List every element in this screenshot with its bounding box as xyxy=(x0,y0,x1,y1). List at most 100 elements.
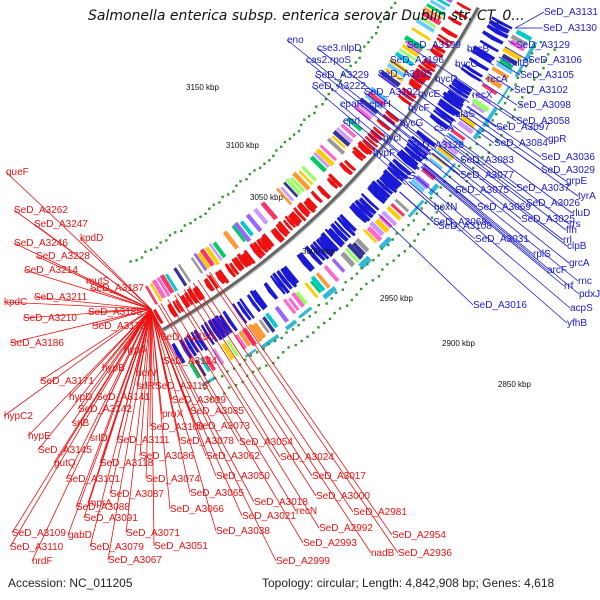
forward-cog-ring-feature[interactable] xyxy=(351,241,366,257)
forward-gene-label[interactable]: rrs xyxy=(569,219,581,230)
reverse-cog-ring-feature[interactable] xyxy=(298,170,314,186)
rna-ring-feature[interactable] xyxy=(358,255,373,270)
reverse-cog-ring-feature[interactable] xyxy=(394,51,414,67)
reverse-cds-ring-feature[interactable] xyxy=(208,274,220,289)
reverse-gene-label[interactable]: SeD_A3038 xyxy=(216,526,270,537)
reverse-gene-label[interactable]: gutQ xyxy=(54,458,76,469)
reverse-gene-label[interactable]: SeD_A3150 xyxy=(160,332,214,343)
forward-cds-ring-feature[interactable] xyxy=(239,298,255,319)
forward-cog-ring-feature[interactable] xyxy=(498,58,514,70)
forward-gene-label[interactable]: SeD_A3037 xyxy=(516,183,570,194)
forward-gene-label[interactable]: SeD_A3222 xyxy=(312,81,366,92)
forward-gene-label[interactable]: mltB xyxy=(509,58,529,69)
reverse-cds-ring-feature[interactable] xyxy=(454,10,468,20)
forward-gene-label[interactable]: SeD_A3068 xyxy=(433,217,487,228)
reverse-cds-ring-feature[interactable] xyxy=(456,1,472,12)
forward-gene-label[interactable]: SeD_A3128 xyxy=(410,140,464,151)
forward-cog-ring-feature[interactable] xyxy=(304,282,319,299)
forward-gene-label[interactable]: cas2.rpoS xyxy=(306,55,351,66)
forward-cds-ring-feature[interactable] xyxy=(249,290,266,311)
reverse-cds-ring-feature[interactable] xyxy=(261,233,275,248)
reverse-cds-ring-feature[interactable] xyxy=(284,215,297,229)
forward-gene-label[interactable]: epaR xyxy=(340,99,364,110)
reverse-gene-label[interactable]: SeD_A3110 xyxy=(10,542,64,553)
reverse-cds-ring-feature[interactable] xyxy=(287,213,301,227)
reverse-gene-label[interactable]: SeD_A3078 xyxy=(180,436,234,447)
rna-ring-feature[interactable] xyxy=(260,334,280,350)
forward-gene-label[interactable]: gshA xyxy=(405,153,428,164)
reverse-cds-ring-feature[interactable] xyxy=(436,37,451,48)
forward-cds-ring-feature[interactable] xyxy=(200,324,215,346)
reverse-cog-ring-feature[interactable] xyxy=(173,267,188,287)
forward-cds-ring-feature[interactable] xyxy=(171,342,186,364)
reverse-gene-label[interactable]: SeD_A2954 xyxy=(392,530,446,541)
reverse-cds-ring-feature[interactable] xyxy=(423,57,437,69)
reverse-cds-ring-feature[interactable] xyxy=(236,253,250,268)
forward-cog-ring-feature[interactable] xyxy=(194,359,207,377)
forward-cds-ring-feature[interactable] xyxy=(392,158,412,176)
reverse-gene-label[interactable]: SeD_A3062 xyxy=(206,451,260,462)
reverse-cog-ring-feature[interactable] xyxy=(196,252,211,270)
reverse-cds-ring-feature[interactable] xyxy=(153,308,164,325)
reverse-gene-label[interactable]: queF xyxy=(6,167,29,178)
forward-cog-ring-feature[interactable] xyxy=(381,210,398,227)
forward-gene-label[interactable]: rnc xyxy=(578,276,592,287)
forward-cds-ring-feature[interactable] xyxy=(333,220,352,239)
reverse-cds-ring-feature[interactable] xyxy=(372,126,385,137)
reverse-gene-label[interactable]: SeD_A2999 xyxy=(276,556,330,567)
reverse-gene-label[interactable]: SeD_A3017 xyxy=(312,471,366,482)
reverse-gene-label[interactable]: SeD_A3187 xyxy=(90,283,144,294)
forward-cog-ring-feature[interactable] xyxy=(366,226,383,242)
forward-gene-label[interactable]: recX xyxy=(472,90,493,101)
forward-cds-ring-feature[interactable] xyxy=(379,176,398,194)
forward-cds-ring-feature[interactable] xyxy=(368,183,388,203)
forward-cds-ring-feature[interactable] xyxy=(446,89,466,104)
forward-gene-label[interactable]: SeD_A3058 xyxy=(516,116,570,127)
forward-cds-ring-feature[interactable] xyxy=(193,329,209,351)
reverse-gene-label[interactable]: SeD_A3185 xyxy=(88,307,142,318)
forward-cds-ring-feature[interactable] xyxy=(491,16,513,30)
forward-cog-ring-feature[interactable] xyxy=(491,66,510,80)
reverse-cog-ring-feature[interactable] xyxy=(212,241,227,259)
forward-cds-ring-feature[interactable] xyxy=(350,202,371,222)
forward-gene-label[interactable]: grcA xyxy=(569,258,590,269)
reverse-cog-ring-feature[interactable] xyxy=(411,27,431,41)
forward-cds-ring-feature[interactable] xyxy=(315,238,334,258)
forward-cog-ring-feature[interactable] xyxy=(394,198,410,213)
reverse-cds-ring-feature[interactable] xyxy=(440,26,458,39)
reverse-gene-labels[interactable]: queF SeD_A3262 SeD_A3247 SeD_A3246 kpdD SeD_A… xyxy=(4,167,452,567)
forward-cds-ring-feature[interactable] xyxy=(336,216,356,237)
forward-cds-ring-feature[interactable] xyxy=(442,91,464,108)
reverse-cog-ring-feature[interactable] xyxy=(332,130,351,147)
forward-gene-label[interactable]: SeD_A3199 xyxy=(407,40,461,51)
reverse-cog-ring-feature[interactable] xyxy=(423,6,443,21)
forward-cog-ring-feature[interactable] xyxy=(495,62,513,75)
reverse-cds-ring-feature[interactable] xyxy=(203,277,215,292)
reverse-cds-ring-feature[interactable] xyxy=(397,94,412,106)
reverse-cds-ring-feature[interactable] xyxy=(364,135,379,148)
forward-cds-ring-feature[interactable] xyxy=(270,275,286,295)
forward-cog-ring-feature[interactable] xyxy=(288,297,300,311)
reverse-cds-ring-feature[interactable] xyxy=(275,223,288,238)
forward-cog-ring-feature[interactable] xyxy=(428,157,444,170)
forward-gene-label[interactable]: SeD_A3075 xyxy=(455,185,509,196)
reverse-cog-ring-feature[interactable] xyxy=(386,62,407,79)
forward-cds-ring-feature[interactable] xyxy=(386,165,405,182)
forward-cds-ring-feature[interactable] xyxy=(349,205,368,224)
reverse-cog-ring-feature[interactable] xyxy=(326,137,346,155)
reverse-cog-ring-feature[interactable] xyxy=(222,230,240,250)
reverse-cds-ring-feature[interactable] xyxy=(357,144,369,155)
reverse-cog-ring-feature[interactable] xyxy=(401,43,420,58)
reverse-cog-ring-feature[interactable] xyxy=(429,0,447,11)
reverse-cog-ring-feature[interactable] xyxy=(204,246,221,266)
reverse-cds-ring-feature[interactable] xyxy=(362,139,376,152)
forward-cds-ring-feature[interactable] xyxy=(276,269,293,290)
forward-cds-ring-feature[interactable] xyxy=(433,109,453,125)
forward-cds-ring-feature[interactable] xyxy=(486,24,509,39)
forward-cog-ring-feature[interactable] xyxy=(471,102,485,114)
forward-gene-label[interactable]: eprH xyxy=(369,99,391,110)
reverse-cds-ring-feature[interactable] xyxy=(305,197,318,210)
forward-cds-ring-feature[interactable] xyxy=(222,310,238,332)
reverse-gene-label[interactable]: SeD_A3091 xyxy=(84,513,138,524)
